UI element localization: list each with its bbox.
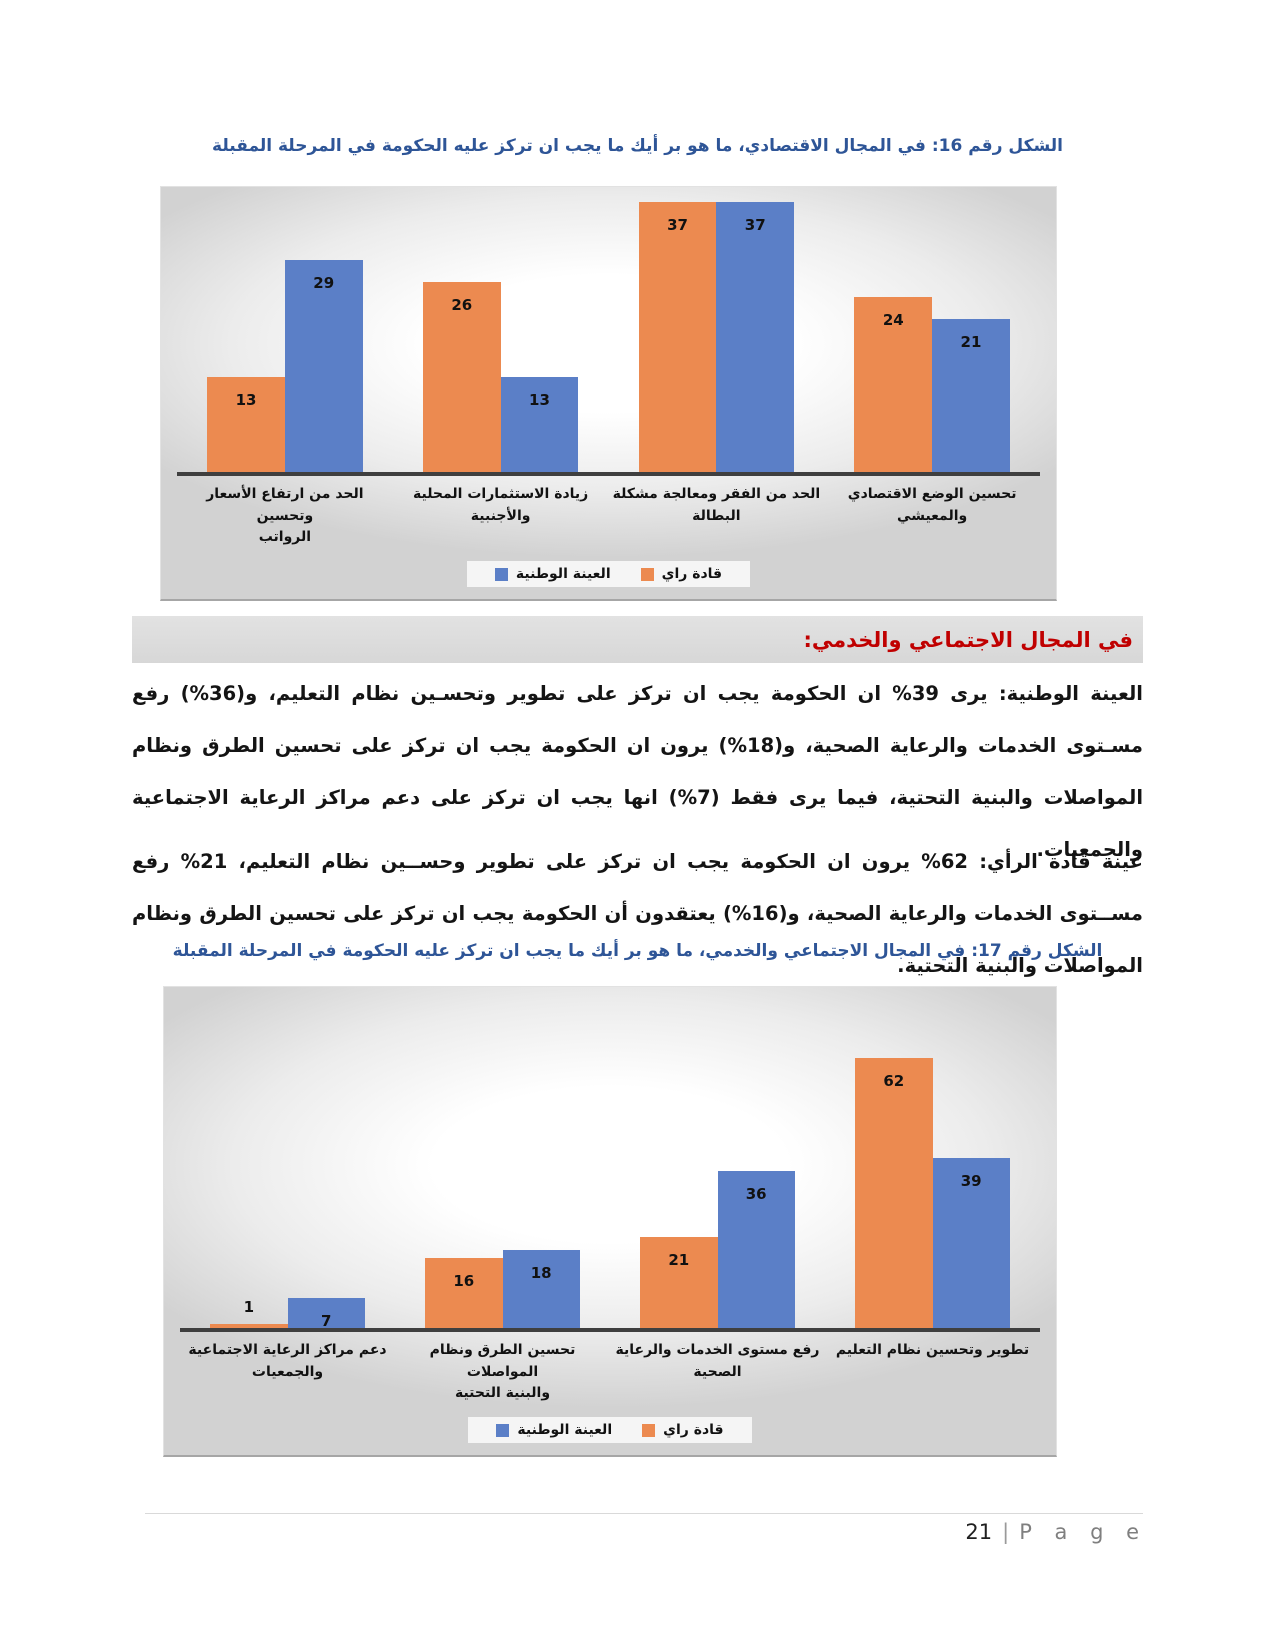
bar-national-sample: 18: [502, 1250, 580, 1329]
bar-national-sample: 36: [717, 1171, 795, 1329]
bar-opinion-leaders: 1: [210, 1298, 288, 1329]
footer-page-word: P a g e: [1019, 1520, 1147, 1544]
legend-swatch-icon: [496, 1423, 510, 1437]
bar-value-label: 21: [668, 1251, 690, 1270]
category-label: تطوير وتحسين نظام التعليم: [835, 1341, 1030, 1358]
bar-value-label: 62: [883, 1072, 905, 1091]
paragraph-national-sample: العينة الوطنية: يرى 39% ان الحكومة يجب ا…: [132, 682, 1144, 861]
figure-17-caption: الشكل رقم 17: في المجال الاجتماعي والخدم…: [172, 941, 1103, 961]
legend-swatch-icon: [494, 567, 508, 581]
chart-plot-area: 13 29 26 13 37 37 24 21: [161, 187, 1056, 473]
bar-opinion-leaders: 13: [207, 377, 285, 473]
bar-value-label: 21: [960, 333, 982, 352]
category-label: الحد من ارتفاع الأسعار وتحسين الرواتب: [206, 485, 364, 546]
bar-national-sample: 37: [716, 202, 795, 473]
bar-national-sample: 7: [287, 1298, 365, 1331]
legend-entry: العينة الوطنية: [496, 1422, 612, 1438]
bar-value-label: 13: [529, 391, 550, 410]
bar-value-label: 1: [243, 1298, 255, 1317]
paragraph-opinion-leaders: عينة قادة الرأي: 62% يرون ان الحكومة يجب…: [132, 850, 1143, 977]
category-label: تحسين الطرق ونظام المواصلات والبنية التح…: [429, 1341, 576, 1402]
category-label: زيادة الاستثمارات المحلية والأجنبية: [413, 485, 589, 524]
legend-entries: العينة الوطنية قادة راي: [468, 1417, 752, 1443]
bar-opinion-leaders: 37: [638, 202, 717, 473]
chart-legend: العينة الوطنية قادة راي: [161, 561, 1056, 587]
bar-value-label: 16: [453, 1272, 475, 1291]
bar-group: 62 39: [825, 1058, 1040, 1329]
category-label: تحسين الوضع الاقتصادي والمعيشي: [847, 485, 1017, 524]
legend-swatch-icon: [642, 1423, 656, 1437]
category-label: دعم مراكز الرعاية الاجتماعية والجمعيات: [188, 1341, 387, 1380]
bar-opinion-leaders: 24: [854, 297, 933, 473]
bar-opinion-leaders: 26: [422, 282, 501, 473]
bar-group: 16 18: [395, 1250, 610, 1329]
chart-plot-area: 1 7 16 18 21 36 62 39: [164, 987, 1056, 1331]
legend-swatch-icon: [640, 567, 654, 581]
bar-national-sample: 21: [932, 319, 1010, 473]
bar-opinion-leaders: 62: [855, 1058, 933, 1329]
bar-value-label: 26: [451, 296, 473, 315]
bar-group: 24 21: [824, 297, 1040, 473]
bar-value-label: 13: [235, 391, 257, 410]
bar-value-label: 37: [667, 216, 688, 235]
bar-group: 37 37: [609, 202, 825, 473]
figure-16-bar-chart: 13 29 26 13 37 37 24 21 الحد من ارتفاع الأسعار …: [160, 186, 1057, 601]
bar-opinion-leaders: 21: [640, 1237, 718, 1329]
bar-group: 13 29: [177, 260, 393, 473]
footer-separator: |: [1002, 1520, 1010, 1544]
bar-national-sample: 29: [284, 260, 363, 473]
bar-value-label: 39: [960, 1172, 982, 1191]
legend-label: العينة الوطنية: [517, 1422, 613, 1438]
footer-divider: [145, 1513, 1143, 1514]
bar-value-label: 24: [882, 311, 904, 330]
category-label: رفع مستوى الخدمات والرعاية الصحية: [615, 1341, 820, 1380]
legend-label: قادة راي: [663, 1422, 724, 1438]
figure-17-bar-chart: 1 7 16 18 21 36 62 39 دعم مراكز الرعاية الاجتما…: [163, 986, 1057, 1457]
chart-legend: العينة الوطنية قادة راي: [164, 1417, 1056, 1443]
chart-category-labels: الحد من ارتفاع الأسعار وتحسين الرواتب زيا…: [161, 476, 1056, 549]
figure-16-caption: الشكل رقم 16: في المجال الاقتصادي، ما هو…: [212, 136, 1063, 156]
legend-label: قادة راي: [661, 566, 723, 582]
bar-value-label: 7: [320, 1312, 332, 1331]
category-label: الحد من الفقر ومعالجة مشكلة البطالة: [612, 485, 821, 524]
bar-opinion-leaders: 16: [425, 1258, 503, 1329]
bar-group: 21 36: [610, 1171, 825, 1329]
page-footer: 21 | P a g e: [965, 1520, 1147, 1544]
legend-entry: قادة راي: [642, 1422, 724, 1438]
legend-entry: قادة راي: [640, 566, 723, 582]
section-heading: في المجال الاجتماعي والخدمي:: [803, 627, 1133, 652]
legend-entry: العينة الوطنية: [494, 566, 611, 582]
legend-label: العينة الوطنية: [515, 566, 611, 582]
bar-group: 26 13: [393, 282, 609, 473]
page-number: 21: [965, 1520, 993, 1544]
section-heading-band: في المجال الاجتماعي والخدمي:: [132, 616, 1143, 663]
bar-value-label: 29: [313, 274, 335, 293]
bar-value-label: 37: [744, 216, 766, 235]
bar-value-label: 36: [745, 1185, 767, 1204]
bar-national-sample: 13: [500, 377, 579, 473]
bar-national-sample: 39: [932, 1158, 1010, 1329]
chart-x-axis-line: [177, 472, 1040, 476]
chart-x-axis-line: [180, 1328, 1040, 1332]
chart-category-labels: دعم مراكز الرعاية الاجتماعية والجمعيات تح…: [164, 1332, 1056, 1405]
bar-value-label: 18: [530, 1264, 552, 1283]
legend-entries: العينة الوطنية قادة راي: [466, 561, 751, 587]
